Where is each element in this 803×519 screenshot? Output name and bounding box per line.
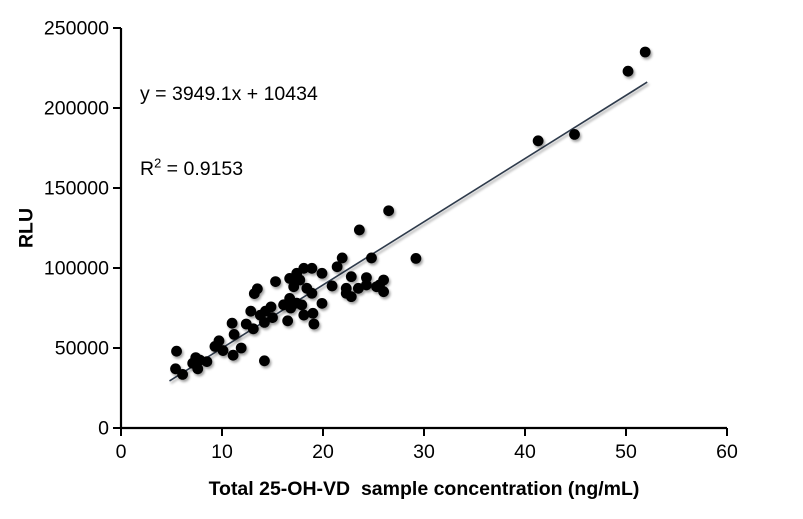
data-point (228, 329, 240, 340)
r-squared-exponent: 2 (154, 155, 162, 171)
data-point (378, 286, 389, 298)
data-point (383, 205, 395, 217)
x-tick-label: 20 (312, 441, 334, 463)
data-point (316, 267, 328, 279)
data-point (226, 317, 238, 329)
data-point (298, 262, 310, 274)
data-point (336, 252, 348, 264)
data-point (308, 318, 320, 330)
data-point (201, 356, 213, 367)
data-point (569, 129, 580, 140)
r-squared-line: R2 = 0.9153 (140, 157, 318, 182)
x-tick-label: 0 (116, 441, 127, 463)
y-tick-label: 100000 (44, 258, 109, 280)
data-point (245, 305, 257, 317)
data-point (251, 283, 263, 295)
data-point (639, 46, 651, 58)
data-points (170, 46, 651, 380)
data-point (270, 276, 281, 287)
data-point (361, 279, 372, 291)
data-point (267, 312, 278, 323)
data-point (171, 345, 182, 357)
y-axis-title: RLU (15, 207, 38, 249)
data-point (213, 335, 225, 347)
data-point (227, 349, 239, 361)
x-tick-label: 10 (211, 441, 233, 463)
data-point (366, 252, 377, 264)
data-point (306, 262, 318, 274)
data-point (352, 282, 364, 294)
data-point (296, 299, 308, 311)
data-point (294, 274, 306, 286)
data-point (247, 323, 259, 335)
data-point (177, 369, 189, 380)
data-point (217, 345, 229, 356)
data-point (259, 355, 270, 367)
y-tick-label: 0 (98, 418, 109, 440)
data-point (307, 307, 319, 319)
x-tick-label: 60 (716, 441, 738, 463)
r-squared-base: R (140, 158, 155, 180)
data-point (282, 315, 294, 327)
data-point (345, 271, 357, 283)
data-point (532, 135, 544, 147)
data-point (622, 65, 634, 77)
trendline-equation: y = 3949.1x + 10434 R2 = 0.9153 (140, 32, 318, 232)
r-squared-value: = 0.9153 (161, 158, 244, 180)
y-tick-label: 200000 (44, 98, 109, 120)
x-tick-label: 40 (514, 441, 536, 463)
x-tick-label: 50 (615, 441, 637, 463)
data-point (316, 297, 328, 309)
data-point (353, 224, 365, 236)
data-point (306, 287, 318, 299)
x-axis-title: Total 25-OH-VD sample concentration (ng/… (208, 478, 640, 500)
y-tick-label: 50000 (55, 338, 109, 360)
data-point (345, 291, 357, 303)
y-tick-label: 150000 (44, 178, 109, 200)
data-point (265, 301, 277, 313)
y-tick-label: 250000 (44, 18, 109, 40)
data-point (378, 274, 389, 286)
data-point (298, 309, 310, 321)
equation-line: y = 3949.1x + 10434 (140, 83, 318, 105)
data-point (259, 317, 270, 328)
data-point (235, 342, 247, 354)
data-point (326, 280, 338, 292)
data-point (340, 282, 352, 294)
data-point (331, 261, 343, 273)
x-tick-label: 30 (413, 441, 435, 463)
data-point (410, 253, 422, 264)
data-point (192, 363, 204, 375)
